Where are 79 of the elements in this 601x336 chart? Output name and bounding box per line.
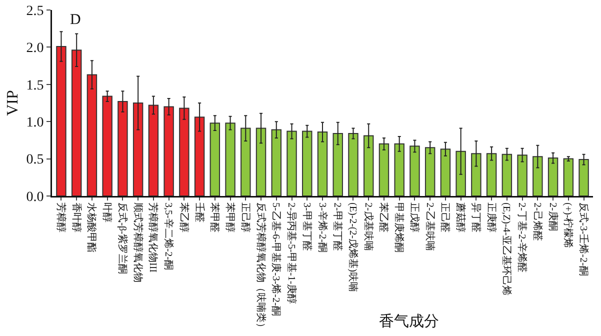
bar (378, 143, 390, 196)
x-tick-label: 3-甲基丁醛 (300, 202, 313, 251)
bar (271, 129, 282, 196)
x-tick-label: 苯乙醛 (378, 202, 390, 232)
bar (548, 158, 558, 196)
x-tick-label: 3,5-辛二烯-2-酮 (162, 202, 175, 270)
x-tick-label: 芳樟醇 (54, 202, 67, 232)
bar (532, 156, 543, 196)
y-tick-label: 1.5 (26, 78, 44, 94)
x-tick-label: 水杨酸甲酯 (86, 202, 98, 252)
x-tick-label: 甲基庚烯酮 (393, 202, 406, 252)
bar (502, 154, 512, 196)
bar (517, 154, 528, 196)
bar (86, 74, 98, 196)
bar (71, 50, 82, 196)
x-tick-label: 正庚醇 (485, 202, 498, 232)
y-tick-label: 1.0 (26, 116, 44, 130)
bar (210, 122, 220, 196)
x-tick-label: 2-戊基呋喃 (362, 202, 374, 251)
x-tick-label: 正戊醇 (408, 202, 420, 232)
bar (471, 153, 482, 196)
bar (302, 130, 312, 196)
bar (240, 128, 251, 196)
bar (364, 135, 374, 196)
y-tick-label: 2.5 (26, 4, 44, 19)
y-tick-label: 0.5 (26, 152, 44, 168)
bar (118, 101, 128, 196)
x-tick-label: 2-己烯醛 (531, 202, 544, 241)
bar (578, 159, 589, 196)
x-tick-label: 2-异丙基-5-甲基-1-庚醇 (286, 202, 298, 304)
y-tick-label: 0.0 (26, 190, 44, 205)
bar (410, 146, 420, 196)
x-tick-label: 2-甲基丁醛 (332, 202, 344, 251)
x-tick-label: 苯甲醇 (224, 202, 236, 232)
bar (486, 153, 497, 196)
bar (286, 130, 297, 196)
bar (256, 128, 266, 196)
x-tick-label: 顺式芳樟醇氧化物 (132, 202, 144, 282)
x-tick-label: (E)-2-(2-戊烯基)呋喃 (346, 202, 359, 292)
x-tick-label: 反式芳樟醇氧化物（呋喃类） (254, 202, 267, 332)
x-axis-title: 香气成分 (379, 313, 439, 330)
x-tick-label: (E,Z)-4-亚乙基环己烯 (500, 202, 513, 296)
bar (56, 46, 66, 196)
x-tick-label: 叶醇 (101, 202, 114, 222)
bar (424, 147, 436, 196)
bar (102, 96, 112, 196)
x-tick-label: 壬醛 (193, 202, 206, 222)
bar (225, 122, 236, 196)
x-tick-label: 2-乙基呋喃 (424, 202, 436, 251)
x-tick-label: 苯乙醇 (178, 202, 190, 232)
bar (440, 148, 451, 196)
y-axis-title: VIP (4, 90, 22, 116)
x-tick-label: 苯甲醛 (208, 202, 221, 232)
x-tick-label: 反式-β-紫罗兰酮 (116, 202, 128, 274)
x-tick-label: (+)-柠檬烯 (562, 202, 574, 248)
y-tick-label: 2.0 (26, 41, 44, 56)
x-tick-label: 正己醇 (239, 202, 252, 232)
x-tick-label: 2-庚酮 (546, 202, 559, 231)
bar (132, 102, 144, 196)
bar (348, 133, 358, 196)
annotation: D (70, 12, 81, 28)
bar (148, 104, 159, 196)
bar (456, 150, 466, 196)
bar (164, 106, 174, 196)
x-tick-label: 香叶醇 (70, 202, 82, 232)
bar (394, 143, 404, 196)
bar (563, 158, 574, 196)
x-tick-label: 蘑菇醇 (454, 202, 467, 232)
x-tick-label: 异丁醛 (470, 202, 482, 232)
bar (179, 108, 190, 196)
x-tick-label: 2-丁基-2-辛烯醛 (516, 202, 528, 272)
bar (332, 133, 343, 196)
x-tick-label: 3-辛烯-2-酮 (316, 202, 328, 252)
x-tick-label: 反式-3-壬烯-2-酮 (578, 202, 590, 276)
bar (317, 132, 328, 196)
x-tick-label: 正己醛 (439, 202, 452, 232)
bar (194, 116, 205, 196)
x-tick-label: 5-乙基-6-甲基庚-3-烯-2-酮 (270, 202, 282, 316)
x-tick-label: 芳樟醇氧化物III (147, 202, 160, 272)
